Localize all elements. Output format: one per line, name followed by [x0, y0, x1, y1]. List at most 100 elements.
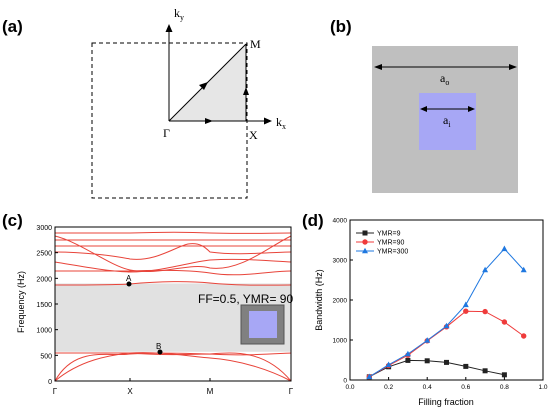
band-5 [54, 269, 292, 276]
c-ytick-label: 500 [40, 353, 52, 360]
d-ytick-label: 0 [343, 378, 347, 385]
ao-label: ao [440, 71, 449, 87]
band-8 [55, 231, 292, 234]
d-tick-marks [349, 219, 544, 381]
d-legend: YMR=9 YMR=90 YMR=300 [356, 230, 408, 256]
d-xtick-label: 0.4 [423, 384, 432, 391]
d-xtick-label: 0.2 [384, 384, 393, 391]
panel-c-label: (c) [2, 211, 23, 230]
series-ymr-9 [366, 357, 507, 380]
data-point [501, 372, 507, 378]
point-a-label: A [126, 274, 132, 283]
d-series [366, 245, 527, 380]
legend-marker [362, 230, 368, 236]
c-ytick-label: 3000 [36, 225, 52, 232]
direction-arrow-icon [243, 87, 249, 95]
series-line [369, 310, 524, 378]
data-point [462, 301, 469, 308]
point-a-marker [126, 281, 132, 287]
data-point [482, 266, 489, 273]
gamma-point-label: Γ [163, 126, 170, 140]
arrow-right-icon [468, 106, 475, 112]
data-point [424, 358, 430, 364]
data-point [366, 373, 373, 380]
kx-arrow-icon [264, 117, 272, 125]
data-point [463, 363, 469, 369]
panel-a-label: (a) [2, 17, 23, 36]
data-point [444, 359, 449, 365]
arrow-right-icon [509, 64, 517, 70]
c-ytick-label: 2000 [36, 276, 52, 283]
panel-d-label: (d) [302, 211, 324, 230]
d-xtick-labels: 0.0 0.2 0.4 0.6 0.8 1.0 [345, 384, 547, 391]
band-3 [55, 352, 292, 356]
d-xtick-label: 0.6 [461, 384, 470, 391]
d-xtick-label: 0.0 [345, 384, 354, 391]
d-x-axis-label: Filling fraction [418, 397, 474, 407]
d-xtick-label: 1.0 [538, 384, 547, 391]
x-point-label: X [249, 128, 258, 142]
c-xtick-label: M [207, 387, 214, 396]
data-point [501, 319, 508, 325]
data-point [443, 322, 450, 329]
c-xtick-label: Γ [53, 387, 58, 396]
arrow-left-icon [420, 106, 427, 112]
data-point [404, 350, 411, 357]
d-ytick-labels: 0 1000 2000 3000 4000 [333, 218, 348, 385]
data-point [501, 245, 508, 252]
annotation-ff-ymr: FF=0.5, YMR= 90 [198, 292, 293, 306]
data-point [385, 361, 392, 368]
dispersion-bands [54, 231, 292, 382]
band-1 [54, 352, 292, 382]
d-y-axis-label: Bandwidth (Hz) [314, 269, 324, 331]
series-line [369, 359, 505, 378]
panel-b-label: (b) [330, 17, 352, 36]
data-point [520, 266, 527, 273]
point-b-marker [157, 349, 163, 355]
c-tick-marks [54, 226, 292, 382]
direction-arrow-icon [199, 82, 208, 90]
data-point [482, 308, 488, 315]
panel-c: (c) 0 500 1000 1500 2000 2500 3000 Γ X M Γ Freque… [2, 211, 294, 396]
d-ytick-label: 1000 [333, 338, 348, 345]
legend-label: YMR=90 [377, 240, 405, 247]
ky-arrow-icon [165, 24, 173, 32]
c-ytick-label: 1500 [36, 302, 52, 309]
legend-marker [362, 247, 368, 254]
unit-cell-thumbnail-inclusion [249, 311, 277, 338]
arrow-left-icon [374, 64, 382, 70]
series-line [369, 248, 525, 378]
legend-label: YMR=300 [377, 249, 408, 256]
legend-marker [362, 239, 368, 245]
c-ytick-labels: 0 500 1000 1500 2000 2500 3000 [36, 225, 52, 386]
ai-label: ai [443, 113, 451, 129]
panel-b: (b) ao ai [330, 17, 518, 193]
series-ymr-300 [366, 245, 527, 380]
point-b-label: B [156, 342, 161, 351]
c-ytick-label: 1000 [36, 328, 52, 335]
d-ytick-label: 2000 [333, 298, 348, 305]
panel-d: (d) 0 1000 2000 3000 4000 0.0 0.2 0.4 0.6 0.8 1.0… [302, 211, 548, 407]
panel-a: (a) ky kx Γ X M [2, 6, 286, 199]
inner-inclusion [419, 93, 476, 150]
ky-label: ky [174, 6, 184, 22]
d-ytick-label: 4000 [333, 218, 348, 225]
c-xtick-label: X [127, 387, 133, 396]
d-ytick-label: 3000 [333, 258, 348, 265]
direction-arrow-icon [205, 118, 213, 124]
legend-label: YMR=9 [377, 231, 401, 238]
c-y-axis-label: Frequency (Hz) [16, 271, 26, 333]
data-point [482, 368, 488, 374]
data-point [521, 333, 527, 339]
c-ytick-label: 0 [48, 379, 52, 386]
kx-label: kx [276, 115, 286, 131]
data-point [405, 357, 411, 363]
m-point-label: M [250, 37, 261, 51]
band-10 [54, 243, 292, 260]
c-xtick-label: Γ [289, 387, 294, 396]
band-4 [54, 281, 292, 286]
band-11 [54, 258, 292, 273]
